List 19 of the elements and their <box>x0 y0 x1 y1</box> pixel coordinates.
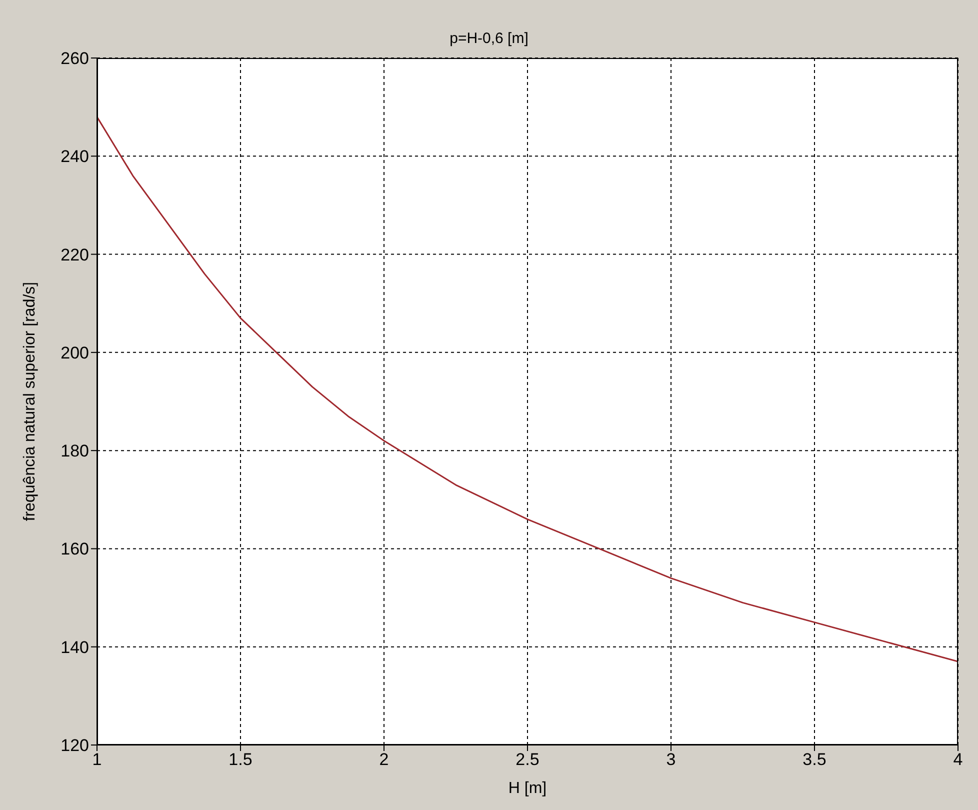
y-tick-label: 260 <box>60 49 89 68</box>
y-tick-label: 120 <box>60 736 89 756</box>
y-tick-label: 180 <box>60 442 89 461</box>
x-tick-label: 3 <box>666 750 676 770</box>
chart-title: p=H-0,6 [m] <box>448 30 530 47</box>
x-tick-label: 1 <box>92 750 102 770</box>
x-tick-label: 2 <box>379 750 389 770</box>
line-series <box>97 116 958 662</box>
y-tick-label: 220 <box>60 245 89 264</box>
y-tick-label: 200 <box>60 343 89 362</box>
x-axis-title: H [m] <box>508 780 547 797</box>
y-axis-title: frequência natural superior [rad/s] <box>22 282 39 522</box>
x-tick-label: 3.5 <box>802 750 826 770</box>
x-tick-label: 4 <box>953 750 963 770</box>
y-tick-label: 240 <box>60 147 89 166</box>
x-tick-label: 2.5 <box>516 750 540 770</box>
y-tick-label: 160 <box>60 540 89 559</box>
x-tick-label: 1.5 <box>228 750 252 770</box>
y-tick-label: 140 <box>60 638 89 657</box>
